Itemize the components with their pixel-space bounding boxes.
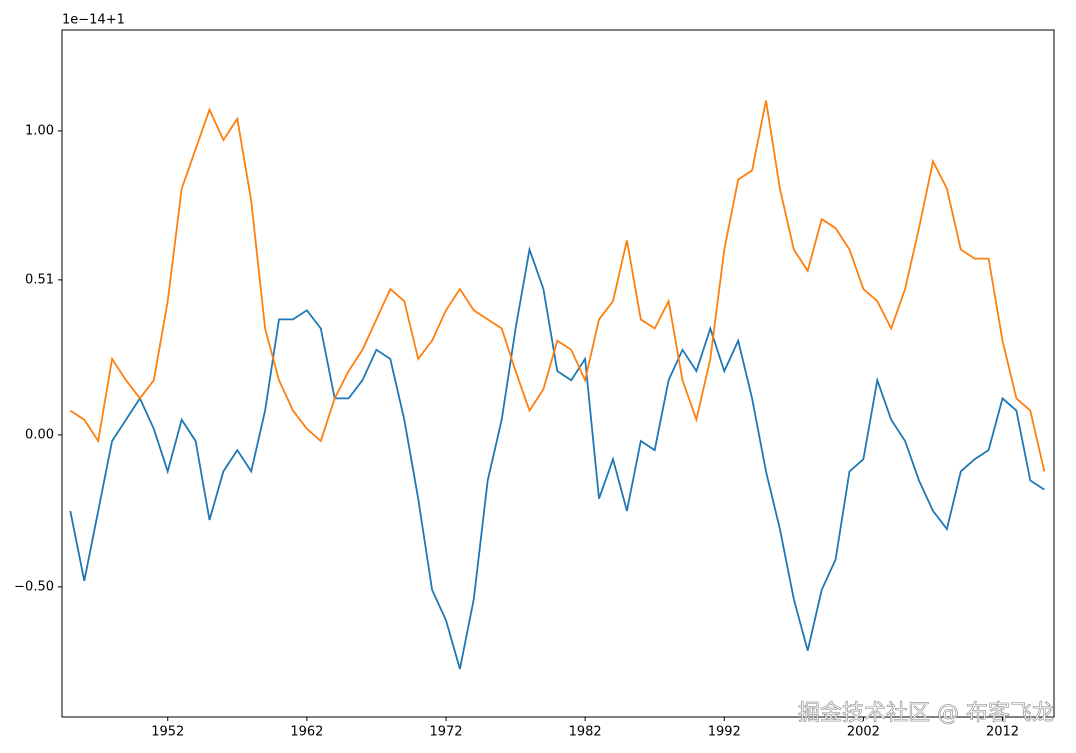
series-line	[69, 100, 1046, 472]
y-tick-label: 0.00	[25, 427, 54, 442]
offset-label: 1e−14+1	[62, 13, 125, 28]
x-tick-label: 1962	[290, 725, 323, 740]
series-line	[69, 245, 1045, 670]
y-tick-label: −0.50	[14, 579, 54, 594]
y-tick-label: 0.51	[25, 272, 54, 287]
x-tick-label: 2012	[986, 725, 1019, 740]
y-tick-label: 1.00	[25, 123, 54, 138]
axes-frame	[61, 29, 1055, 718]
x-tick-label: 1992	[708, 725, 741, 740]
x-tick-label: 1952	[151, 725, 184, 740]
x-tick-label: 2002	[847, 725, 880, 740]
x-tick-label: 1972	[429, 725, 462, 740]
x-tick-label: 1982	[569, 725, 602, 740]
watermark: 掘金技术社区 @ 布客飞龙	[798, 701, 1054, 726]
